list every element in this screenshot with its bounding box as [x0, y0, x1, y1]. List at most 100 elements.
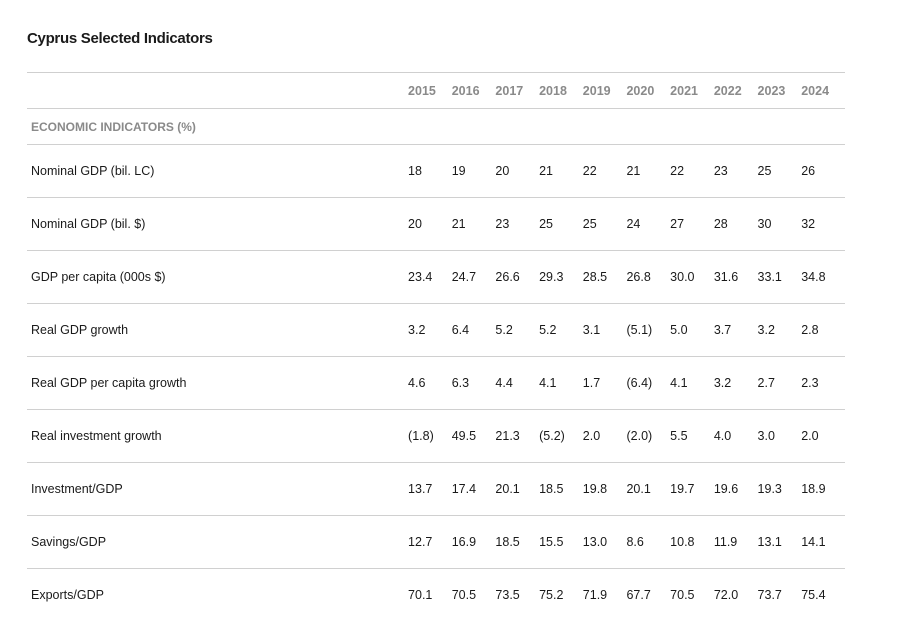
cell-value: 27: [670, 217, 685, 231]
cell-value: 20.1: [495, 482, 520, 496]
cell-value: 26: [801, 164, 816, 178]
cell-value: 33.1: [757, 270, 782, 284]
cell-value: 3.2: [757, 323, 775, 337]
cell-value: 75.2: [539, 588, 564, 603]
section-label: ECONOMIC INDICATORS (%): [31, 119, 196, 134]
year-header: 2021: [670, 83, 698, 98]
cell-value: 30: [757, 217, 772, 231]
cell-value: 4.1: [539, 376, 557, 390]
cell-value: 21: [539, 164, 554, 178]
cell-value: 2.7: [757, 376, 775, 390]
table-row: Nominal GDP (bil. LC) 18 19 20 21 22 21 22 23 25 2…: [27, 144, 845, 198]
year-header: 2019: [582, 83, 611, 98]
cell-value: 73.7: [757, 588, 782, 603]
year-header: 2017: [495, 83, 524, 98]
cell-value: 31.6: [713, 270, 739, 284]
cell-value: 5.5: [670, 429, 688, 443]
cell-value: 16.9: [451, 535, 477, 549]
cell-value: 25: [582, 217, 597, 231]
cell-value: 30.0: [670, 270, 695, 284]
cell-value: 19.8: [582, 482, 608, 496]
indicators-table: 2015 2016 2017 2018 2019 2020 2021 2022 2023 2024…: [27, 72, 845, 622]
section-row: ECONOMIC INDICATORS (%): [27, 108, 845, 145]
header-blank: [27, 73, 408, 109]
cell-value: 10.8: [670, 535, 695, 549]
cell-value: 71.9: [582, 588, 608, 603]
cell-value: 4.6: [408, 376, 426, 390]
row-label: Nominal GDP (bil. $): [31, 217, 146, 231]
cell-value: 32: [801, 217, 816, 231]
cell-value: 3.7: [713, 323, 732, 337]
row-label: Savings/GDP: [31, 535, 107, 549]
table-row: Exports/GDP 70.1 70.5 73.5 75.2 71.9 67.7 70.5 7…: [27, 568, 845, 622]
cell-value: 13.0: [582, 535, 608, 549]
cell-value: 17.4: [451, 482, 477, 496]
row-label: Real GDP per capita growth: [31, 376, 187, 390]
cell-value: 26.6: [495, 270, 520, 284]
cell-value: 2.8: [801, 323, 819, 337]
cell-value: 13.1: [757, 535, 782, 549]
cell-value: 72.0: [713, 588, 739, 603]
row-label: Nominal GDP (bil. LC): [31, 164, 155, 178]
cell-value: 21.3: [495, 429, 520, 443]
cell-value: 24: [626, 217, 641, 231]
cell-value: 13.7: [408, 482, 433, 496]
table-row: Nominal GDP (bil. $) 20 21 23 25 25 24 27 28 30 32: [27, 197, 845, 251]
cell-value: 20: [408, 217, 422, 231]
cell-value: 3.1: [582, 323, 601, 337]
cell-value: 2.0: [582, 429, 601, 443]
row-label: Exports/GDP: [31, 588, 104, 603]
page-title: Cyprus Selected Indicators: [27, 30, 213, 47]
cell-value: 20.1: [626, 482, 651, 496]
cell-value: 2.0: [801, 429, 819, 443]
cell-value: (5.2): [539, 429, 565, 443]
cell-value: 5.2: [495, 323, 513, 337]
cell-value: 5.0: [670, 323, 688, 337]
cell-value: 34.8: [801, 270, 826, 284]
cell-value: 25: [757, 164, 772, 178]
cell-value: (6.4): [626, 376, 653, 390]
cell-value: 6.3: [451, 376, 470, 390]
year-header: 2016: [451, 83, 480, 98]
cell-value: 8.6: [626, 535, 644, 549]
table-row: Savings/GDP 12.7 16.9 18.5 15.5 13.0 8.6 10.8 11…: [27, 515, 845, 569]
cell-value: 15.5: [539, 535, 564, 549]
cell-value: 4.0: [713, 429, 732, 443]
cell-value: 29.3: [539, 270, 564, 284]
cell-value: 28.5: [582, 270, 608, 284]
cell-value: 18.9: [801, 482, 826, 496]
row-label: Real GDP growth: [31, 323, 129, 337]
cell-value: 4.4: [495, 376, 513, 390]
table-row: Real investment growth (1.8) 49.5 21.3 (5.2)…: [27, 409, 845, 463]
cell-value: 20: [495, 164, 510, 178]
cell-value: 23: [713, 164, 728, 178]
cell-value: 11.9: [713, 535, 738, 549]
cell-value: 25: [539, 217, 554, 231]
cell-value: (5.1): [626, 323, 653, 337]
cell-value: 18.5: [495, 535, 520, 549]
cell-value: 19: [451, 164, 466, 178]
row-label: Investment/GDP: [31, 482, 123, 496]
row-label: Real investment growth: [31, 429, 162, 443]
cell-value: 19.6: [713, 482, 739, 496]
cell-value: 2.3: [801, 376, 819, 390]
cell-value: 14.1: [801, 535, 826, 549]
cell-value: 12.7: [408, 535, 433, 549]
table-row: Investment/GDP 13.7 17.4 20.1 18.5 19.8 20.1 19…: [27, 462, 845, 516]
cell-value: 22: [582, 164, 597, 178]
cell-value: 23.4: [408, 270, 433, 284]
cell-value: 28: [713, 217, 728, 231]
table-row: Real GDP per capita growth 4.6 6.3 4.4 4.1 1.…: [27, 356, 845, 410]
cell-value: 70.5: [451, 588, 477, 603]
cell-value: 4.1: [670, 376, 688, 390]
year-header: 2024: [801, 83, 830, 98]
cell-value: 49.5: [451, 429, 477, 443]
year-header: 2018: [539, 83, 567, 98]
cell-value: 6.4: [451, 323, 470, 337]
table-row: GDP per capita (000s $) 23.4 24.7 26.6 29.3 2…: [27, 250, 845, 304]
cell-value: 1.7: [582, 376, 601, 390]
cell-value: 3.2: [713, 376, 732, 390]
year-header: 2023: [757, 83, 786, 98]
year-header: 2015: [408, 83, 436, 98]
cell-value: (1.8): [408, 429, 434, 443]
